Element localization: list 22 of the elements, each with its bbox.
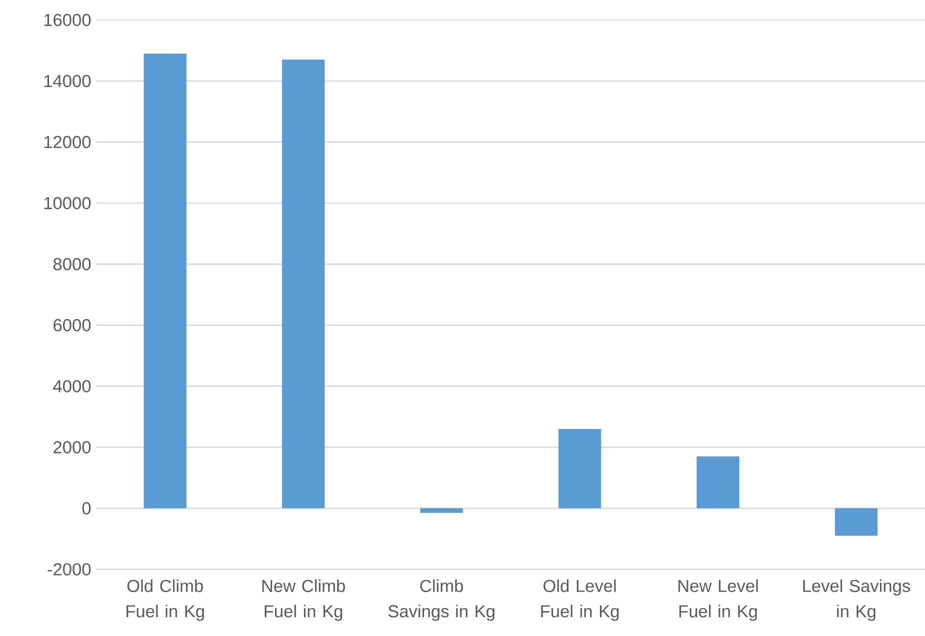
y-tick-label: 10000 bbox=[44, 196, 91, 210]
y-tick-label: 6000 bbox=[54, 319, 91, 332]
y-tick-label: 2000 bbox=[54, 441, 91, 454]
x-tick-label: New Level Fuel in Kg bbox=[678, 579, 758, 621]
x-tick-label: New Climb Fuel in Kg bbox=[262, 579, 345, 621]
y-tick-label: -2000 bbox=[48, 563, 91, 576]
bar bbox=[282, 60, 325, 508]
bar bbox=[420, 508, 463, 513]
x-tick-label: Climb Savings in Kg bbox=[388, 579, 494, 621]
x-tick-label: Old Climb Fuel in Kg bbox=[126, 579, 204, 621]
bar bbox=[144, 54, 186, 508]
y-tick-label: 4000 bbox=[53, 380, 91, 392]
y-tick-label: 0 bbox=[82, 502, 91, 514]
bar bbox=[834, 508, 878, 536]
bar bbox=[696, 456, 740, 508]
bar bbox=[558, 428, 602, 508]
y-tick-label: 12000 bbox=[44, 136, 91, 148]
y-tick-label: 16000 bbox=[44, 14, 91, 26]
x-tick-label: Old Level Fuel in Kg bbox=[541, 579, 619, 621]
x-tick-label: Level Savings in Kg bbox=[803, 579, 910, 621]
y-tick-label: 14000 bbox=[44, 74, 91, 88]
y-tick-label: 8000 bbox=[53, 258, 91, 270]
